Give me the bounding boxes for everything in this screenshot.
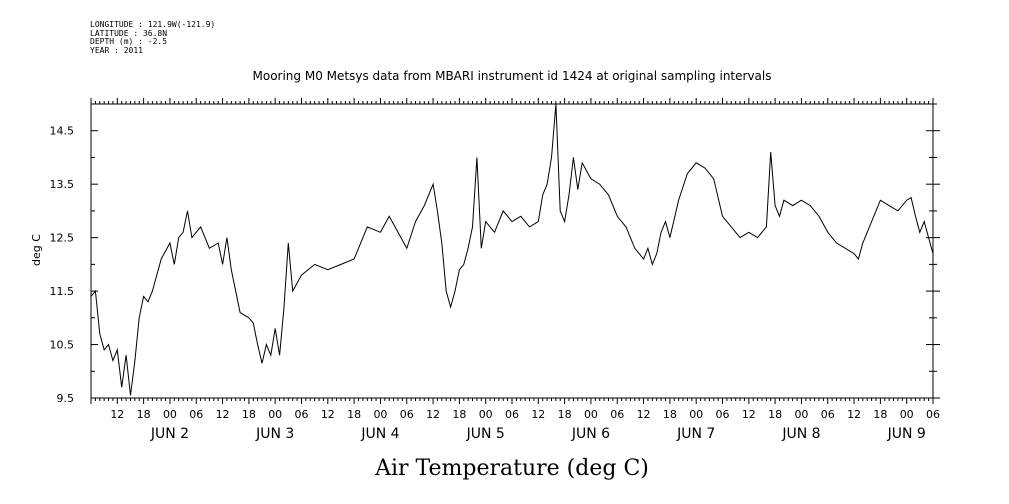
x-hour-tick-label: 00 [163, 408, 177, 421]
axes: 12 18 00 06 12 18 00 06 12 18 00 06 12 18 00 06 12 18 00 06… [50, 98, 940, 442]
x-hour-tick-label: 18 [452, 408, 466, 421]
x-day-label: JUN 6 [571, 426, 610, 442]
x-hour-tick-label: 00 [900, 408, 914, 421]
x-hour-tick-label: 12 [637, 408, 651, 421]
x-day-label: JUN 7 [676, 426, 715, 442]
x-hour-tick-label: 00 [373, 408, 387, 421]
x-hour-tick-label: 18 [768, 408, 782, 421]
chart-title: Mooring M0 Metsys data from MBARI instru… [253, 69, 772, 83]
y-tick-label: 9.5 [57, 392, 75, 405]
longitude-text: LONGITUDE : 121.9W(-121.9) [90, 20, 216, 29]
x-axis-label: Air Temperature (deg C) [374, 456, 649, 481]
x-hour-tick-label: 12 [531, 408, 545, 421]
x-day-label: JUN 3 [255, 426, 294, 442]
x-hour-tick-label: 00 [689, 408, 703, 421]
depth-text: DEPTH (m) : -2.5 [90, 37, 168, 46]
x-hour-tick-label: 00 [794, 408, 808, 421]
x-hour-tick-label: 00 [479, 408, 493, 421]
y-axis-label: deg C [30, 234, 43, 266]
series-line [90, 103, 934, 396]
x-day-label: JUN 4 [360, 426, 399, 442]
x-hour-tick-label: 12 [847, 408, 861, 421]
x-hour-tick-label: 12 [426, 408, 440, 421]
x-hour-tick-label: 18 [137, 408, 151, 421]
y-tick-label: 10.5 [50, 339, 75, 352]
x-hour-tick-label: 18 [873, 408, 887, 421]
y-tick-label: 14.5 [50, 125, 75, 138]
x-hour-tick-label: 06 [821, 408, 835, 421]
x-day-label: JUN 8 [781, 426, 820, 442]
x-hour-tick-label: 12 [321, 408, 335, 421]
plot-frame [90, 103, 934, 399]
station-metadata: LONGITUDE : 121.9W(-121.9) LATITUDE : 36… [90, 20, 216, 55]
x-hour-tick-label: 06 [610, 408, 624, 421]
series-group [90, 103, 934, 396]
latitude-text: LATITUDE : 36.8N [90, 28, 168, 38]
x-hour-tick-label: 12 [742, 408, 756, 421]
x-day-label: JUN 9 [887, 426, 926, 442]
x-hour-tick-label: 06 [295, 408, 309, 421]
y-tick-label: 11.5 [50, 285, 75, 298]
x-hour-tick-label: 12 [216, 408, 230, 421]
year-text: YEAR : 2011 [90, 45, 143, 55]
x-hour-tick-label: 12 [110, 408, 124, 421]
x-hour-tick-label: 18 [663, 408, 677, 421]
x-hour-tick-label: 18 [558, 408, 572, 421]
x-hour-tick-label: 18 [347, 408, 361, 421]
x-hour-tick-label: 00 [584, 408, 598, 421]
x-hour-tick-label: 06 [189, 408, 203, 421]
x-hour-tick-label: 00 [268, 408, 282, 421]
x-day-label: JUN 2 [150, 426, 189, 442]
x-hour-tick-label: 18 [242, 408, 256, 421]
x-hour-tick-label: 06 [400, 408, 414, 421]
x-hour-tick-label: 06 [926, 408, 940, 421]
x-hour-tick-label: 06 [716, 408, 730, 421]
y-tick-label: 12.5 [50, 232, 75, 245]
y-tick-label: 13.5 [50, 178, 75, 191]
x-hour-tick-label: 06 [505, 408, 519, 421]
x-day-label: JUN 5 [466, 426, 505, 442]
